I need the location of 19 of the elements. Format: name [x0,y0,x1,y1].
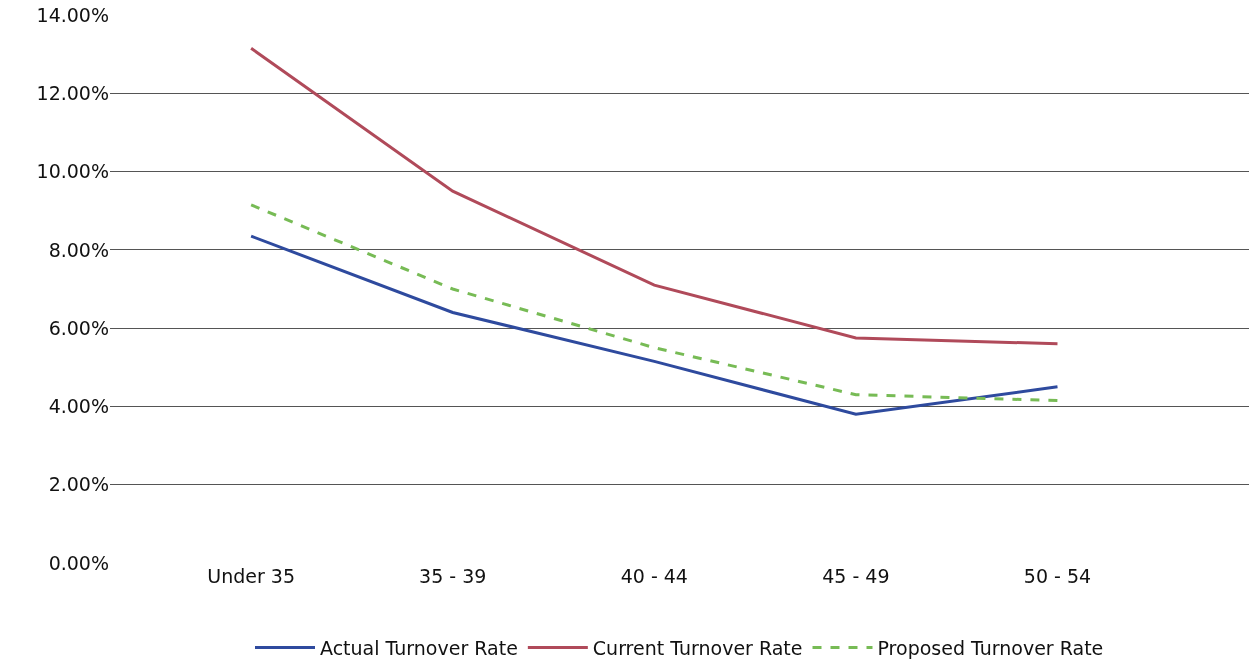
line-series [249,234,1059,416]
x-tick-label: 50 - 54 [1023,565,1092,587]
y-tick-label: 14.00% [36,3,109,26]
y-tick-label: 8.00% [48,238,109,261]
x-tick-label: 40 - 44 [620,565,688,587]
line-series [249,46,1059,346]
legend-label: Actual Turnover Rate [320,637,518,660]
legend-label: Proposed Turnover Rate [877,637,1104,660]
y-tick-label: 6.00% [48,316,109,339]
y-tick-label: 0.00% [48,551,109,574]
legend-label: Current Turnover Rate [592,637,803,660]
x-tick-label: 45 - 49 [822,565,890,587]
y-tick-label: 10.00% [36,160,109,183]
x-tick-label: Under 35 [207,565,295,587]
y-tick-label: 2.00% [48,473,109,496]
x-tick-label: 35 - 39 [419,565,487,587]
y-tick-label: 12.00% [36,81,109,104]
y-tick-label: 4.00% [48,395,109,418]
line-series [249,203,1059,403]
